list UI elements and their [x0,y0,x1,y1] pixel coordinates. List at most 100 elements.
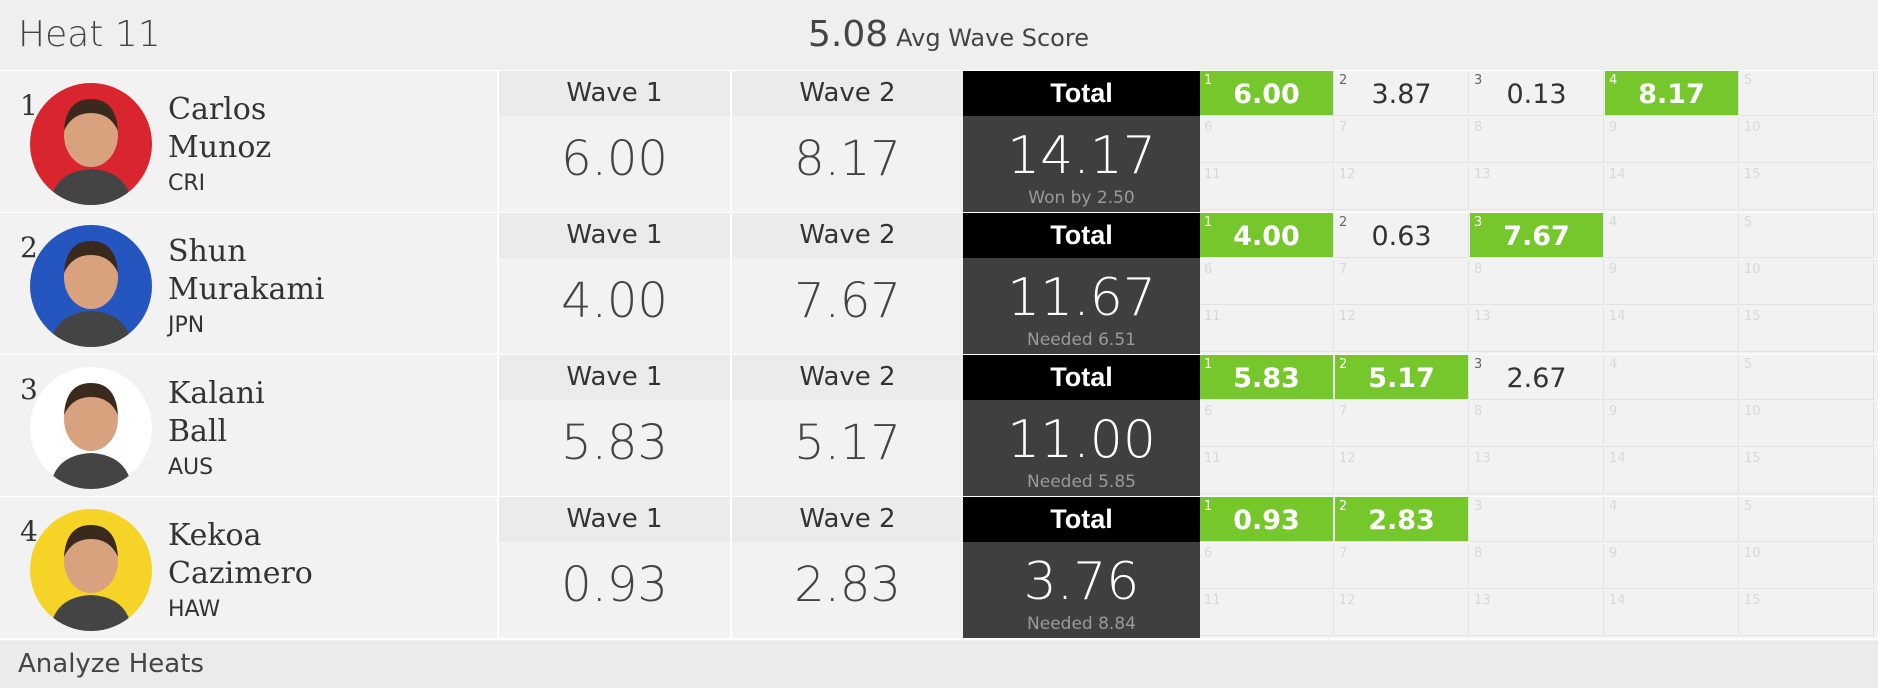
empty-wave-cell: 8 [1470,544,1604,589]
empty-wave-cell: 6 [1200,118,1334,163]
total-box: Total 11.00 Needed 5.85 [963,355,1200,496]
wave-number: 5 [1744,357,1753,372]
empty-wave-cell: 13 [1470,449,1604,494]
empty-wave-cell: 9 [1605,118,1739,163]
empty-wave-cell: 7 [1335,544,1469,589]
surfer-country: JPN [168,313,205,338]
wave-cell[interactable]: 2 5.17 [1335,355,1469,400]
total-label: Total [963,71,1200,116]
wave-number: 14 [1609,309,1626,324]
wave-2-score: 5.17 [794,415,901,471]
empty-wave-cell: 9 [1605,402,1739,447]
total-note: Needed 6.51 [1027,330,1136,350]
surfer-name[interactable]: Carlos Munoz [168,91,271,167]
empty-wave-cell: 14 [1605,449,1739,494]
wave-number: 2 [1339,357,1348,372]
wave-cell[interactable]: 2 0.63 [1335,213,1469,258]
wave-2-score: 8.17 [794,131,901,187]
wave-number: 11 [1204,167,1221,182]
avatar-image [30,367,152,489]
wave-number: 3 [1474,499,1483,514]
wave-1-label: Wave 1 [499,213,730,258]
wave-number: 6 [1204,262,1213,277]
best-wave-1: Wave 1 5.83 [497,355,730,496]
wave-number: 15 [1744,451,1761,466]
empty-wave-cell: 15 [1740,591,1874,636]
surfer-name[interactable]: Shun Murakami [168,233,324,309]
total-score: 14.17 [1007,126,1156,186]
wave-cell[interactable]: 1 0.93 [1200,497,1334,542]
empty-wave-cell: 5 [1740,497,1874,542]
wave-2-score: 7.67 [794,273,901,329]
empty-wave-cell: 3 [1470,497,1604,542]
total-label: Total [963,497,1200,542]
total-score: 11.67 [1007,268,1156,328]
heat-header: Heat 11 5.08 Avg Wave Score [0,0,1878,72]
wave-number: 13 [1474,451,1491,466]
wave-1-score: 0.93 [561,557,668,613]
wave-grid: 1 4.00 2 0.63 3 7.67 4 5 6 7 8 9 10 [1200,213,1878,354]
empty-wave-cell: 8 [1470,260,1604,305]
empty-wave-cell: 7 [1335,118,1469,163]
wave-number: 8 [1474,120,1483,135]
wave-number: 7 [1339,404,1348,419]
wave-number: 15 [1744,167,1761,182]
wave-number: 3 [1474,215,1483,230]
surfer-avatar [30,83,152,205]
wave-score: 0.63 [1371,221,1432,252]
wave-score: 0.93 [1233,505,1300,536]
wave-cell[interactable]: 1 4.00 [1200,213,1334,258]
empty-wave-cell: 12 [1335,591,1469,636]
empty-wave-cell: 4 [1605,213,1739,258]
wave-cell[interactable]: 3 0.13 [1470,71,1604,116]
empty-wave-cell: 8 [1470,118,1604,163]
wave-cell[interactable]: 3 2.67 [1470,355,1604,400]
wave-number: 11 [1204,451,1221,466]
surfer-row[interactable]: 3 Kalani Ball AUS Wave 1 5.83 Wave 2 5.1… [0,355,1878,498]
footer-bar: Analyze Heats [0,641,1878,688]
wave-number: 1 [1204,73,1213,88]
wave-number: 3 [1474,73,1483,88]
surfer-name[interactable]: Kalani Ball [168,375,265,451]
wave-cell[interactable]: 1 5.83 [1200,355,1334,400]
empty-wave-cell: 9 [1605,544,1739,589]
wave-cell[interactable]: 3 7.67 [1470,213,1604,258]
surfer-first-name: Kalani [168,376,265,411]
wave-number: 11 [1204,593,1221,608]
wave-cell[interactable]: 1 6.00 [1200,71,1334,116]
empty-wave-cell: 15 [1740,307,1874,352]
wave-number: 4 [1609,73,1618,88]
wave-number: 12 [1339,309,1356,324]
wave-number: 13 [1474,167,1491,182]
empty-wave-cell: 5 [1740,71,1874,116]
best-wave-1: Wave 1 6.00 [497,71,730,212]
analyze-heats-link[interactable]: Analyze Heats [18,649,204,679]
wave-cell[interactable]: 2 2.83 [1335,497,1469,542]
wave-cell[interactable]: 2 3.87 [1335,71,1469,116]
avatar-image [30,509,152,631]
surfer-row[interactable]: 1 Carlos Munoz CRI Wave 1 6.00 Wave 2 8.… [0,71,1878,214]
empty-wave-cell: 15 [1740,449,1874,494]
wave-grid: 1 6.00 2 3.87 3 0.13 4 8.17 5 6 7 8 9 [1200,71,1878,212]
wave-number: 10 [1744,546,1761,561]
total-box: Total 11.67 Needed 6.51 [963,213,1200,354]
empty-wave-cell: 10 [1740,544,1874,589]
surfer-name[interactable]: Kekoa Cazimero [168,517,313,593]
avatar-image [30,225,152,347]
wave-number: 14 [1609,593,1626,608]
total-label: Total [963,213,1200,258]
wave-1-label: Wave 1 [499,71,730,116]
empty-wave-cell: 12 [1335,449,1469,494]
wave-1-score: 6.00 [561,131,668,187]
wave-number: 9 [1609,120,1618,135]
wave-score: 7.67 [1503,221,1570,252]
empty-wave-cell: 10 [1740,260,1874,305]
empty-wave-cell: 5 [1740,213,1874,258]
surfer-row[interactable]: 2 Shun Murakami JPN Wave 1 4.00 Wave 2 7… [0,213,1878,356]
wave-1-score: 5.83 [561,415,668,471]
wave-score: 4.00 [1233,221,1300,252]
surfer-row[interactable]: 4 Kekoa Cazimero HAW Wave 1 0.93 Wave 2 … [0,497,1878,640]
wave-1-label: Wave 1 [499,355,730,400]
wave-cell[interactable]: 4 8.17 [1605,71,1739,116]
empty-wave-cell: 14 [1605,591,1739,636]
